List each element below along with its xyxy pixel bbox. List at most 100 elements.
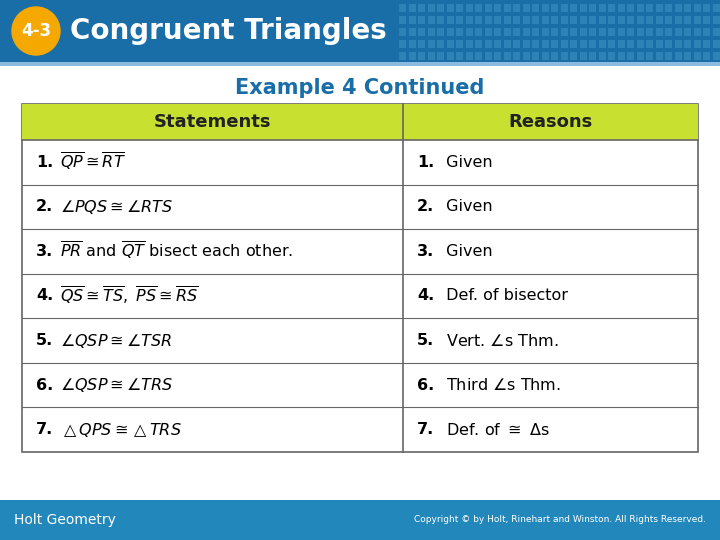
FancyBboxPatch shape (399, 16, 406, 24)
FancyBboxPatch shape (570, 28, 577, 36)
FancyBboxPatch shape (693, 40, 701, 48)
FancyBboxPatch shape (580, 4, 587, 12)
FancyBboxPatch shape (494, 4, 501, 12)
FancyBboxPatch shape (408, 52, 415, 60)
FancyBboxPatch shape (703, 28, 710, 36)
FancyBboxPatch shape (608, 40, 615, 48)
FancyBboxPatch shape (618, 4, 624, 12)
FancyBboxPatch shape (713, 16, 719, 24)
FancyBboxPatch shape (646, 16, 653, 24)
FancyBboxPatch shape (627, 4, 634, 12)
FancyBboxPatch shape (684, 52, 691, 60)
FancyBboxPatch shape (580, 28, 587, 36)
FancyBboxPatch shape (655, 4, 662, 12)
FancyBboxPatch shape (693, 16, 701, 24)
FancyBboxPatch shape (665, 16, 672, 24)
Text: Congruent Triangles: Congruent Triangles (70, 17, 387, 45)
FancyBboxPatch shape (646, 52, 653, 60)
Text: $\overline{QP} \cong \overline{RT}$: $\overline{QP} \cong \overline{RT}$ (60, 151, 126, 173)
FancyBboxPatch shape (618, 40, 624, 48)
Text: 4-3: 4-3 (21, 22, 51, 40)
FancyBboxPatch shape (475, 40, 482, 48)
FancyBboxPatch shape (598, 16, 606, 24)
FancyBboxPatch shape (703, 4, 710, 12)
FancyBboxPatch shape (598, 4, 606, 12)
FancyBboxPatch shape (560, 40, 567, 48)
FancyBboxPatch shape (466, 28, 472, 36)
FancyBboxPatch shape (675, 52, 682, 60)
FancyBboxPatch shape (618, 52, 624, 60)
FancyBboxPatch shape (655, 52, 662, 60)
FancyBboxPatch shape (598, 28, 606, 36)
FancyBboxPatch shape (399, 28, 406, 36)
FancyBboxPatch shape (627, 40, 634, 48)
FancyBboxPatch shape (627, 52, 634, 60)
FancyBboxPatch shape (446, 52, 454, 60)
FancyBboxPatch shape (22, 104, 698, 452)
FancyBboxPatch shape (570, 4, 577, 12)
FancyBboxPatch shape (589, 52, 596, 60)
FancyBboxPatch shape (665, 28, 672, 36)
FancyBboxPatch shape (655, 40, 662, 48)
FancyBboxPatch shape (475, 16, 482, 24)
Text: $\overline{QS} \cong \overline{TS},\ \overline{PS} \cong \overline{RS}$: $\overline{QS} \cong \overline{TS},\ \ov… (60, 285, 199, 307)
FancyBboxPatch shape (456, 16, 463, 24)
FancyBboxPatch shape (456, 52, 463, 60)
FancyBboxPatch shape (532, 28, 539, 36)
FancyBboxPatch shape (523, 40, 529, 48)
Text: 2.: 2. (417, 199, 434, 214)
FancyBboxPatch shape (408, 28, 415, 36)
Text: $\angle QSP \cong \angle TRS$: $\angle QSP \cong \angle TRS$ (60, 376, 174, 394)
FancyBboxPatch shape (513, 52, 520, 60)
FancyBboxPatch shape (684, 4, 691, 12)
Text: 1.: 1. (36, 155, 53, 170)
FancyBboxPatch shape (466, 4, 472, 12)
Text: 2.: 2. (36, 199, 53, 214)
FancyBboxPatch shape (608, 4, 615, 12)
Text: 5.: 5. (417, 333, 434, 348)
FancyBboxPatch shape (675, 16, 682, 24)
FancyBboxPatch shape (560, 28, 567, 36)
FancyBboxPatch shape (485, 40, 492, 48)
Text: $\triangle QPS \cong \triangle TRS$: $\triangle QPS \cong \triangle TRS$ (60, 421, 181, 438)
Circle shape (12, 7, 60, 55)
FancyBboxPatch shape (485, 16, 492, 24)
FancyBboxPatch shape (541, 16, 549, 24)
FancyBboxPatch shape (428, 4, 434, 12)
FancyBboxPatch shape (589, 40, 596, 48)
FancyBboxPatch shape (532, 52, 539, 60)
FancyBboxPatch shape (418, 4, 425, 12)
FancyBboxPatch shape (418, 52, 425, 60)
FancyBboxPatch shape (399, 4, 406, 12)
FancyBboxPatch shape (475, 4, 482, 12)
Text: Vert. $\angle$s Thm.: Vert. $\angle$s Thm. (441, 333, 559, 349)
FancyBboxPatch shape (589, 28, 596, 36)
FancyBboxPatch shape (446, 28, 454, 36)
FancyBboxPatch shape (703, 52, 710, 60)
FancyBboxPatch shape (513, 4, 520, 12)
FancyBboxPatch shape (598, 40, 606, 48)
FancyBboxPatch shape (608, 52, 615, 60)
Text: Reasons: Reasons (508, 113, 593, 131)
FancyBboxPatch shape (437, 40, 444, 48)
FancyBboxPatch shape (551, 16, 558, 24)
FancyBboxPatch shape (713, 52, 719, 60)
FancyBboxPatch shape (523, 4, 529, 12)
FancyBboxPatch shape (456, 40, 463, 48)
Text: Holt Geometry: Holt Geometry (14, 513, 116, 527)
FancyBboxPatch shape (418, 28, 425, 36)
FancyBboxPatch shape (503, 52, 510, 60)
Text: Given: Given (441, 199, 492, 214)
FancyBboxPatch shape (399, 40, 406, 48)
FancyBboxPatch shape (408, 16, 415, 24)
FancyBboxPatch shape (665, 4, 672, 12)
FancyBboxPatch shape (570, 52, 577, 60)
FancyBboxPatch shape (532, 4, 539, 12)
FancyBboxPatch shape (437, 52, 444, 60)
FancyBboxPatch shape (665, 40, 672, 48)
FancyBboxPatch shape (466, 52, 472, 60)
Text: Copyright © by Holt, Rinehart and Winston. All Rights Reserved.: Copyright © by Holt, Rinehart and Winsto… (414, 516, 706, 524)
FancyBboxPatch shape (503, 4, 510, 12)
FancyBboxPatch shape (580, 40, 587, 48)
Text: 5.: 5. (36, 333, 53, 348)
